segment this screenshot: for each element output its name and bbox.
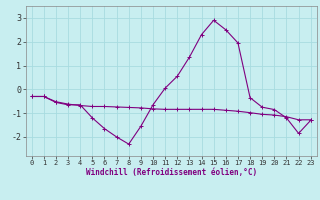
X-axis label: Windchill (Refroidissement éolien,°C): Windchill (Refroidissement éolien,°C) xyxy=(86,168,257,177)
